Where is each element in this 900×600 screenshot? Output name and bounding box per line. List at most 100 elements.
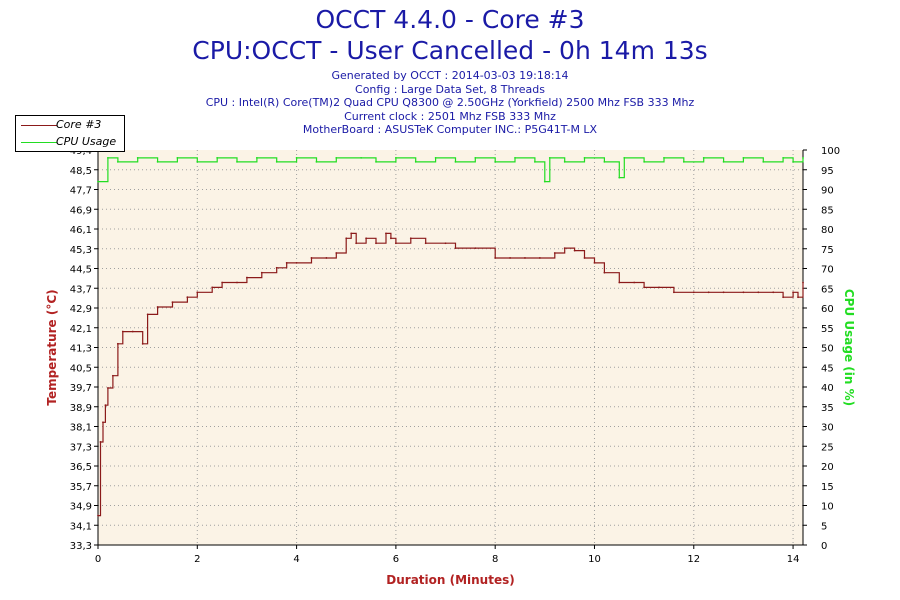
data-point-cpu-usage	[583, 157, 586, 159]
data-point-core3	[97, 514, 99, 517]
data-point-core3	[325, 257, 328, 259]
data-point-core3	[509, 257, 511, 259]
y-right-tick-label: 45	[821, 363, 834, 374]
y-left-tick-label: 36,5	[70, 462, 92, 473]
data-point-core3	[394, 242, 397, 245]
y-left-tick-label: 45,3	[70, 245, 92, 256]
x-axis-title: Duration (Minutes)	[386, 573, 514, 587]
y-left-tick-label: 37,3	[70, 442, 92, 453]
data-point-core3	[563, 247, 566, 250]
data-point-core3	[121, 330, 124, 333]
data-point-cpu-usage	[315, 160, 318, 163]
x-tick-label: 6	[393, 554, 399, 565]
data-point-core3	[111, 374, 114, 377]
chart-title: OCCT 4.4.0 - Core #3	[315, 5, 585, 34]
data-point-cpu-usage	[792, 160, 794, 163]
data-point-core3	[385, 232, 387, 235]
y-left-tick-label: 42,1	[70, 324, 92, 335]
data-point-core3	[186, 296, 189, 299]
data-point-core3	[107, 387, 109, 389]
data-point-core3	[618, 281, 621, 284]
data-point-cpu-usage	[107, 157, 109, 159]
data-point-cpu-usage	[454, 160, 457, 163]
chart-subtitle: CPU:OCCT - User Cancelled - 0h 14m 13s	[192, 36, 708, 65]
info-cpu: CPU : Intel(R) Core(TM)2 Quad CPU Q8300 …	[205, 96, 695, 109]
data-point-cpu-usage	[762, 160, 765, 163]
data-point-core3	[409, 237, 412, 240]
data-point-core3	[345, 237, 348, 240]
y-right-tick-label: 30	[821, 423, 834, 434]
data-point-core3	[375, 242, 377, 245]
y-right-tick-label: 80	[821, 225, 834, 236]
data-point-core3	[390, 237, 392, 240]
y-left-tick-label: 35,7	[70, 482, 92, 493]
data-point-cpu-usage	[543, 180, 546, 183]
series-line-cpu-usage	[98, 157, 804, 183]
data-point-core3	[424, 242, 427, 245]
data-point-core3	[146, 313, 149, 316]
data-point-core3	[633, 281, 636, 284]
info-current-clock: Current clock : 2501 Mhz FSB 333 Mhz	[344, 109, 556, 123]
data-point-core3	[260, 271, 263, 274]
data-point-cpu-usage	[394, 157, 397, 159]
data-point-cpu-usage	[702, 157, 705, 159]
data-point-core3	[573, 249, 576, 252]
y-right-tick-label: 65	[821, 284, 834, 295]
data-point-core3	[275, 266, 278, 269]
data-point-core3	[350, 232, 353, 235]
data-point-cpu-usage	[236, 160, 238, 163]
x-tick-label: 12	[687, 554, 700, 565]
data-point-cpu-usage	[295, 157, 298, 159]
y-left-tick-label: 40,5	[70, 363, 92, 374]
data-point-core3	[474, 247, 477, 250]
data-point-core3	[116, 342, 119, 345]
data-point-core3	[102, 421, 104, 424]
y-left-tick-label: 42,9	[70, 304, 92, 315]
data-point-core3	[285, 261, 288, 264]
info-block: Generated by OCCT : 2014-03-03 19:18:14 …	[0, 69, 900, 137]
data-point-cpu-usage	[722, 160, 725, 163]
legend-item-core3: Core #3	[16, 118, 124, 132]
data-point-cpu-usage	[375, 160, 377, 163]
y-right-tick-label: 20	[821, 462, 834, 473]
data-point-core3	[246, 276, 248, 279]
data-point-cpu-usage	[534, 160, 536, 163]
info-config: Config : Large Data Set, 8 Threads	[355, 82, 545, 96]
y-right-tick-label: 90	[821, 186, 834, 197]
y-right-tick-label: 60	[821, 304, 834, 315]
legend-item-cpu-usage: CPU Usage	[16, 135, 124, 149]
y-left-tick-label: 38,9	[70, 403, 92, 414]
data-point-core3	[355, 242, 358, 245]
legend-label-cpu-usage: CPU Usage	[56, 135, 117, 148]
data-point-core3	[802, 281, 804, 284]
y-right-tick-label: 40	[821, 383, 834, 394]
y-left-tick-label: 47,7	[70, 186, 92, 197]
y-left-axis-title: Temperature (°C)	[45, 289, 59, 405]
y-right-tick-label: 10	[821, 502, 834, 513]
data-point-cpu-usage	[255, 157, 258, 159]
data-point-core3	[221, 281, 224, 284]
x-tick-label: 10	[588, 554, 601, 565]
legend-swatch-core3	[21, 125, 57, 126]
data-point-core3	[707, 291, 710, 294]
data-point-cpu-usage	[782, 157, 785, 159]
data-point-core3	[583, 257, 586, 259]
data-point-core3	[171, 301, 174, 304]
data-point-core3	[236, 281, 238, 284]
data-point-core3	[797, 296, 799, 299]
y-right-tick-label: 0	[821, 541, 827, 552]
legend-label-core3: Core #3	[56, 118, 102, 131]
y-right-tick-label: 50	[821, 344, 834, 355]
data-point-cpu-usage	[682, 160, 685, 163]
x-tick-label: 0	[95, 554, 101, 565]
data-point-core3	[692, 291, 695, 294]
data-point-cpu-usage	[360, 157, 363, 159]
y-right-tick-label: 35	[821, 403, 834, 414]
data-point-core3	[131, 330, 134, 333]
data-point-cpu-usage	[802, 157, 804, 159]
data-point-cpu-usage	[643, 160, 646, 163]
y-right-tick-label: 100	[821, 146, 840, 157]
data-point-core3	[524, 257, 526, 259]
y-right-tick-label: 95	[821, 166, 834, 177]
